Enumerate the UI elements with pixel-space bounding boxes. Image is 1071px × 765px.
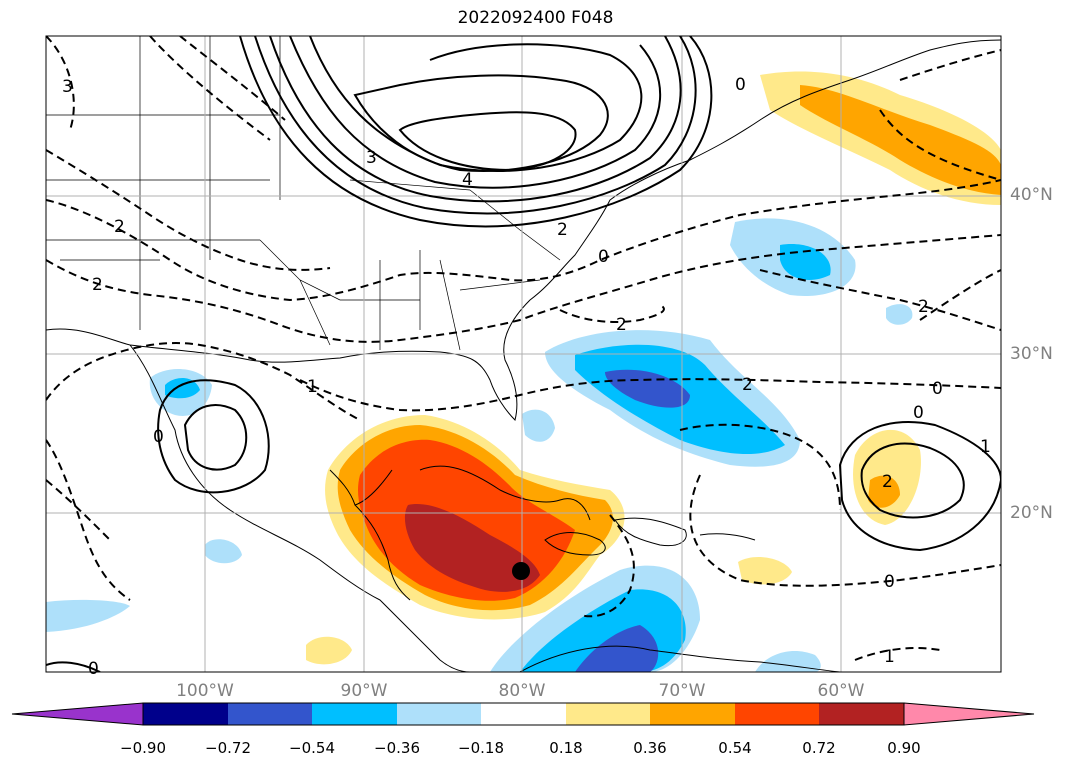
warm-anomaly-pacific <box>306 636 352 665</box>
contour-label: 2 <box>918 297 929 317</box>
colorbar-bin <box>566 703 650 725</box>
contour-label: 0 <box>913 403 924 423</box>
lat-label: 40°N <box>1010 185 1053 205</box>
contour-label: 2 <box>114 217 125 237</box>
gridlines <box>46 36 1001 672</box>
cold-anomaly-caribbean-core <box>575 625 659 672</box>
colorbar-bin <box>143 703 228 725</box>
contour-label: 0 <box>88 659 99 679</box>
warm-anomaly-caribbean-core <box>404 504 540 592</box>
contour-labels: 3 2 2 4 3 2 0 0 2 2 1 0 2 0 0 1 2 0 0 1 <box>62 75 991 679</box>
colorbar <box>11 702 1035 726</box>
contour-label: 3 <box>366 148 377 168</box>
contour-label: 0 <box>884 572 895 592</box>
colorbar-bin <box>650 703 735 725</box>
cold-anomaly-atlantic-2-core <box>605 369 690 408</box>
contour-label: 4 <box>462 170 473 190</box>
lon-label: 60°W <box>817 681 865 701</box>
shading-layer <box>46 71 1001 672</box>
colorbar-tick: −0.18 <box>458 739 504 757</box>
contours-dashed <box>46 36 1001 661</box>
lon-label: 90°W <box>340 681 388 701</box>
storm-center-marker <box>512 562 530 580</box>
cold-anomaly-small <box>886 304 913 325</box>
cold-anomaly-mexico <box>205 539 242 564</box>
coastlines <box>46 39 1001 672</box>
colorbar-bin <box>481 703 566 725</box>
contour-label: 1 <box>980 437 991 457</box>
colorbar-bin <box>397 703 481 725</box>
cold-anomaly-gulf-core <box>165 378 200 399</box>
lon-label: 80°W <box>498 681 546 701</box>
lat-label: 20°N <box>1010 503 1053 523</box>
cold-anomaly-bahamas <box>522 409 555 442</box>
contour-label: 0 <box>932 379 943 399</box>
contour-label: 2 <box>742 375 753 395</box>
map-title: 2022092400 F048 <box>457 8 614 28</box>
lon-label: 100°W <box>176 681 234 701</box>
map-frame <box>45 35 1002 673</box>
colorbar-tick: 0.36 <box>633 739 667 757</box>
colorbar-tick: 0.90 <box>887 739 921 757</box>
colorbar-bin <box>819 703 904 725</box>
contour-label: 0 <box>153 427 164 447</box>
lon-label: 70°W <box>658 681 706 701</box>
contour-label: 0 <box>598 247 609 267</box>
colorbar-extend-high <box>903 702 1035 726</box>
contour-label: 0 <box>735 75 746 95</box>
warm-anomaly-small <box>738 557 792 585</box>
colorbar-tick: 0.72 <box>802 739 836 757</box>
contour-label: 2 <box>92 275 103 295</box>
contours-solid <box>46 36 1001 672</box>
colorbar-extend-low <box>11 702 144 726</box>
cold-anomaly-pacific <box>46 599 130 632</box>
contour-label: 2 <box>616 315 627 335</box>
colorbar-bin <box>735 703 819 725</box>
warm-anomaly-atlantic-core <box>868 475 900 508</box>
contour-label: 2 <box>882 472 893 492</box>
contour-label: 1 <box>884 647 895 667</box>
colorbar-tick: 0.18 <box>549 739 583 757</box>
contour-label: 3 <box>62 77 73 97</box>
contour-label: 1 <box>307 377 318 397</box>
cold-anomaly-antilles <box>755 651 821 672</box>
state-borders <box>46 36 561 351</box>
colorbar-tick: −0.72 <box>205 739 251 757</box>
warm-anomaly-ne-core <box>800 85 1001 195</box>
lat-label: 30°N <box>1010 344 1053 364</box>
contour-label: 2 <box>557 220 568 240</box>
colorbar-bin <box>228 703 312 725</box>
colorbar-tick: −0.54 <box>289 739 335 757</box>
colorbar-tick: −0.90 <box>120 739 166 757</box>
colorbar-tick: −0.36 <box>374 739 420 757</box>
colorbar-tick: 0.54 <box>718 739 752 757</box>
colorbar-frame <box>142 702 905 726</box>
colorbar-bin <box>312 703 397 725</box>
